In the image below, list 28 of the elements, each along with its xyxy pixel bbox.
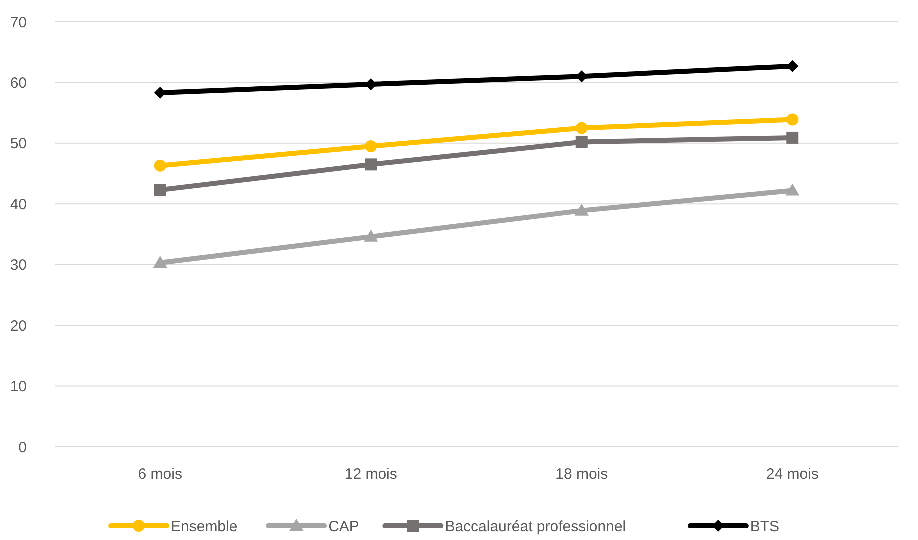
point — [576, 136, 588, 148]
point — [364, 230, 378, 242]
x-tick-label: 12 mois — [344, 466, 398, 483]
point — [153, 256, 168, 268]
point — [365, 140, 378, 152]
point — [154, 160, 166, 172]
x-tick-label: 18 mois — [556, 466, 608, 483]
y-tick-label: 20 — [10, 318, 27, 335]
y-tick-label: 50 — [10, 136, 27, 153]
point — [365, 158, 378, 171]
y-tick-label: 0 — [18, 439, 27, 456]
legend-label: BTS — [750, 518, 780, 536]
y-tick-label: 60 — [10, 74, 27, 92]
x-tick-label: 24 mois — [766, 466, 819, 483]
point — [786, 132, 799, 144]
x-tick-label: 6 mois — [138, 466, 182, 483]
legend-label: Baccalauréat professionnel — [445, 518, 626, 536]
point — [576, 122, 588, 134]
y-tick-label: 10 — [10, 378, 27, 396]
y-tick-label: 40 — [10, 196, 27, 214]
legend-label: CAP — [328, 518, 360, 536]
y-tick-label: 70 — [10, 14, 27, 32]
legend-label: Ensemble — [171, 518, 238, 536]
point — [786, 184, 800, 196]
y-tick-label: 30 — [10, 257, 27, 274]
point — [786, 114, 799, 126]
point — [154, 184, 166, 196]
point — [574, 204, 589, 216]
